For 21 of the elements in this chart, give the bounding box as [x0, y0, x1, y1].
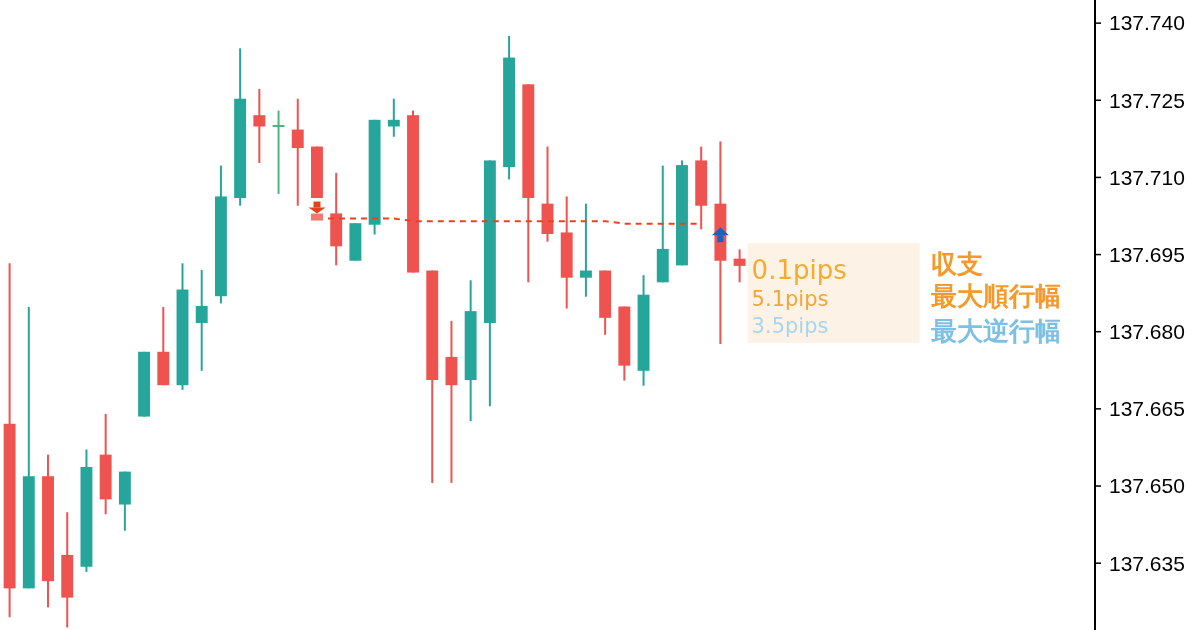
annotation: 0.1pips — [751, 255, 847, 285]
y-tick-label: 137.635 — [1109, 551, 1185, 575]
annotation: 3.5pips — [751, 314, 829, 338]
y-tick-label: 137.710 — [1109, 165, 1185, 189]
annotation: 最大逆行幅 — [929, 316, 1061, 346]
y-tick-label: 137.740 — [1109, 11, 1185, 35]
candlestick — [291, 97, 304, 207]
y-tick-label: 137.680 — [1109, 320, 1185, 344]
annotation: 5.1pips — [751, 287, 829, 311]
candlestick — [733, 248, 746, 284]
candlestick — [272, 109, 285, 195]
y-tick-label: 137.650 — [1109, 474, 1185, 498]
annotation: 最大順行幅 — [929, 281, 1061, 311]
candlestick — [387, 97, 400, 138]
y-tick-label: 137.725 — [1109, 88, 1185, 112]
y-tick-label: 137.665 — [1109, 397, 1185, 421]
candlestick — [195, 269, 208, 372]
candlestick — [579, 202, 592, 298]
candlestick — [253, 87, 266, 165]
annotation: 収支 — [930, 249, 983, 279]
y-tick-label: 137.695 — [1109, 242, 1185, 266]
